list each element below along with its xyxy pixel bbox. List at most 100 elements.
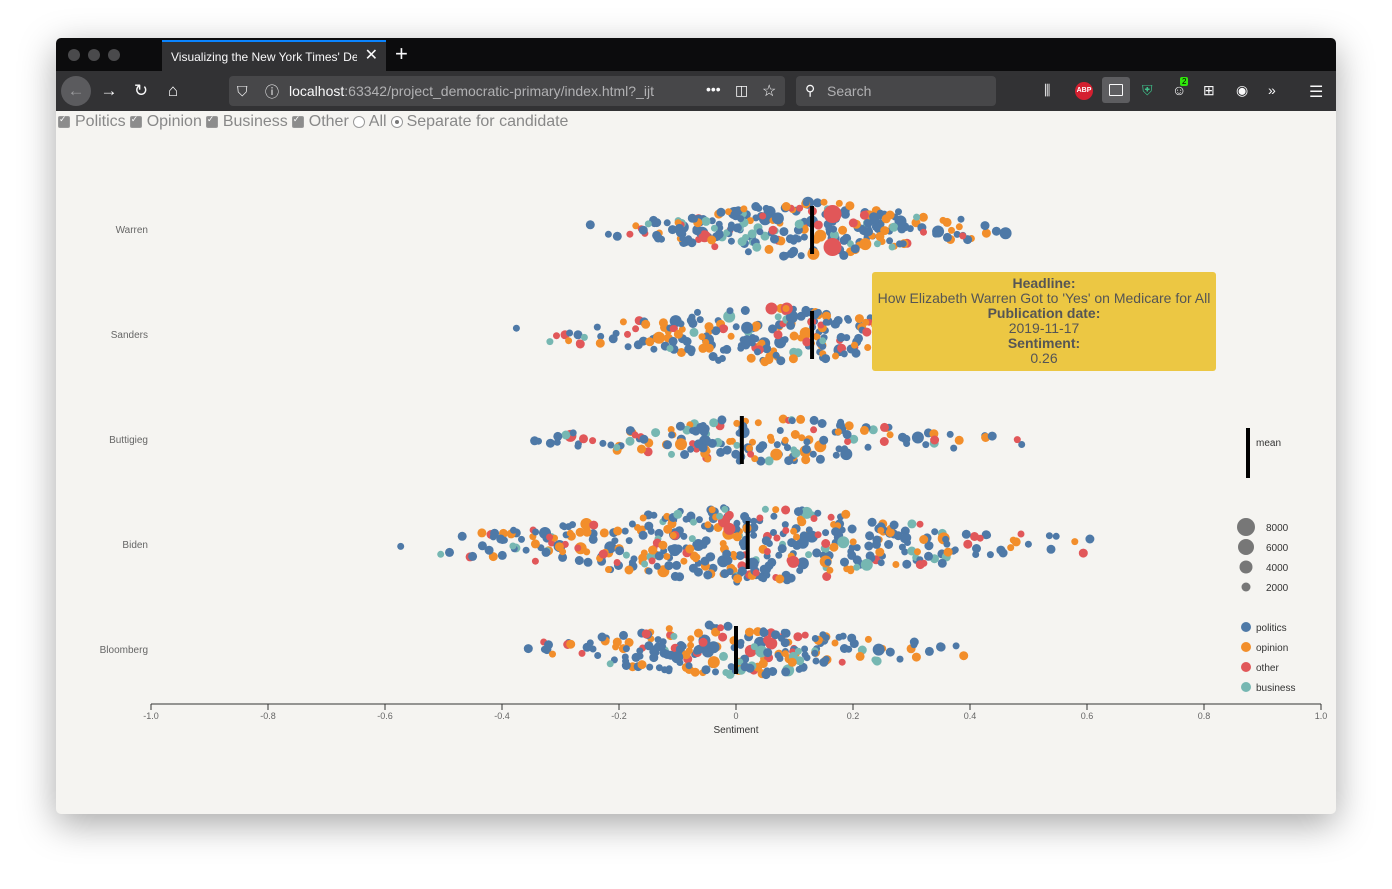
shield-icon[interactable]: ⛉	[237, 83, 248, 99]
browser-window: Visualizing the New York Times' De ✕ + ←…	[56, 38, 1336, 814]
data-point	[762, 344, 772, 354]
overflow-chevron-icon[interactable]: »	[1268, 82, 1276, 98]
data-point	[781, 667, 791, 677]
data-point	[1009, 536, 1017, 544]
data-point	[740, 306, 750, 315]
data-point	[708, 217, 716, 225]
data-point	[611, 537, 619, 545]
data-point	[822, 311, 831, 321]
radio-button[interactable]	[390, 116, 403, 128]
data-point	[770, 512, 778, 520]
back-button[interactable]: ←	[61, 76, 91, 106]
data-point	[624, 343, 632, 351]
category-legend-circle	[1241, 682, 1251, 692]
data-point	[835, 445, 843, 453]
data-point	[726, 568, 734, 576]
data-point	[946, 430, 954, 438]
data-point	[924, 646, 934, 656]
forward-button[interactable]: →	[100, 81, 118, 100]
browser-tab[interactable]: Visualizing the New York Times' De ✕	[162, 40, 386, 71]
data-point	[871, 656, 879, 664]
data-point	[648, 545, 658, 555]
data-point	[848, 544, 856, 551]
data-point	[924, 551, 933, 561]
control-other[interactable]: Other	[291, 113, 349, 131]
data-point	[689, 327, 699, 337]
checkbox[interactable]	[58, 114, 70, 128]
data-point	[575, 527, 585, 537]
control-business[interactable]: Business	[205, 113, 288, 131]
close-window-button[interactable]	[68, 49, 80, 61]
info-icon[interactable]: ⓘ	[265, 84, 279, 100]
data-point	[638, 225, 648, 235]
data-point	[1007, 544, 1015, 552]
page-actions-icon[interactable]: •••	[706, 81, 721, 97]
data-point	[733, 574, 743, 584]
data-point	[886, 431, 894, 439]
home-button[interactable]: ⌂	[167, 81, 179, 100]
radio-button[interactable]	[352, 116, 365, 128]
pocket-icon[interactable]: ◫	[735, 82, 749, 98]
reader-view-icon[interactable]	[1102, 77, 1130, 103]
data-point	[903, 440, 911, 447]
extension-icon[interactable]: ☺	[1172, 82, 1187, 98]
bookmark-star-icon[interactable]: ☆	[762, 83, 777, 100]
data-point	[608, 334, 618, 344]
data-point	[884, 540, 894, 549]
search-input[interactable]: ⚲ Search	[796, 76, 996, 106]
data-point	[648, 557, 656, 565]
privacy-badger-icon[interactable]: ⛨	[1142, 82, 1153, 98]
minimize-window-button[interactable]	[88, 49, 100, 61]
checkbox[interactable]	[129, 114, 142, 128]
row-buttigieg: Buttigieg	[109, 414, 1026, 466]
data-point	[758, 441, 768, 451]
data-point	[677, 320, 685, 328]
data-point	[801, 444, 811, 454]
adblock-icon[interactable]: ABP	[1075, 82, 1093, 100]
data-point	[760, 357, 770, 367]
data-point	[877, 559, 885, 567]
data-point	[765, 302, 778, 315]
maximize-window-button[interactable]	[108, 49, 120, 61]
new-tab-button[interactable]: +	[395, 41, 408, 66]
checkbox[interactable]	[205, 114, 218, 128]
control-opinion[interactable]: Opinion	[129, 113, 202, 131]
size-legend-label: 6000	[1266, 543, 1289, 554]
data-point	[718, 632, 728, 642]
grid-extension-icon[interactable]: ⊞	[1203, 82, 1215, 98]
data-point	[845, 316, 852, 324]
data-point	[654, 551, 664, 561]
data-point	[765, 637, 778, 650]
data-point	[822, 318, 830, 326]
data-point	[886, 237, 894, 245]
data-point	[553, 438, 561, 446]
control-separate-for-candidate[interactable]: Separate for candidate	[390, 113, 568, 131]
control-all[interactable]: All	[352, 113, 387, 131]
data-point	[544, 640, 553, 650]
data-point	[658, 318, 668, 328]
data-point	[853, 563, 861, 571]
data-point	[708, 506, 716, 514]
data-point	[636, 647, 644, 655]
checkbox[interactable]	[291, 114, 304, 128]
account-icon[interactable]: ◉	[1236, 82, 1249, 98]
data-point	[781, 628, 791, 638]
data-point	[675, 438, 687, 451]
tab-close-icon[interactable]: ✕	[364, 47, 378, 64]
url-bar[interactable]: ⛉ ⓘ localhost:63342/project_democratic-p…	[229, 76, 785, 106]
data-point	[704, 322, 714, 332]
control-politics[interactable]: Politics	[58, 113, 126, 131]
reload-button[interactable]: ↻	[133, 81, 149, 100]
nav-toolbar: ← → ↻ ⌂ ⛉ ⓘ localhost:63342/project_demo…	[56, 71, 1336, 111]
data-point	[558, 552, 568, 562]
data-point	[800, 233, 808, 241]
data-point	[655, 664, 663, 672]
menu-hamburger-icon[interactable]: ☰	[1309, 84, 1324, 101]
library-icon[interactable]: ⫼	[1044, 82, 1051, 98]
data-point	[781, 505, 791, 515]
data-point	[919, 535, 929, 544]
data-point	[673, 509, 683, 519]
data-point	[709, 418, 719, 428]
data-point	[1085, 534, 1095, 544]
url-text[interactable]: localhost:63342/project_democratic-prima…	[289, 83, 654, 99]
